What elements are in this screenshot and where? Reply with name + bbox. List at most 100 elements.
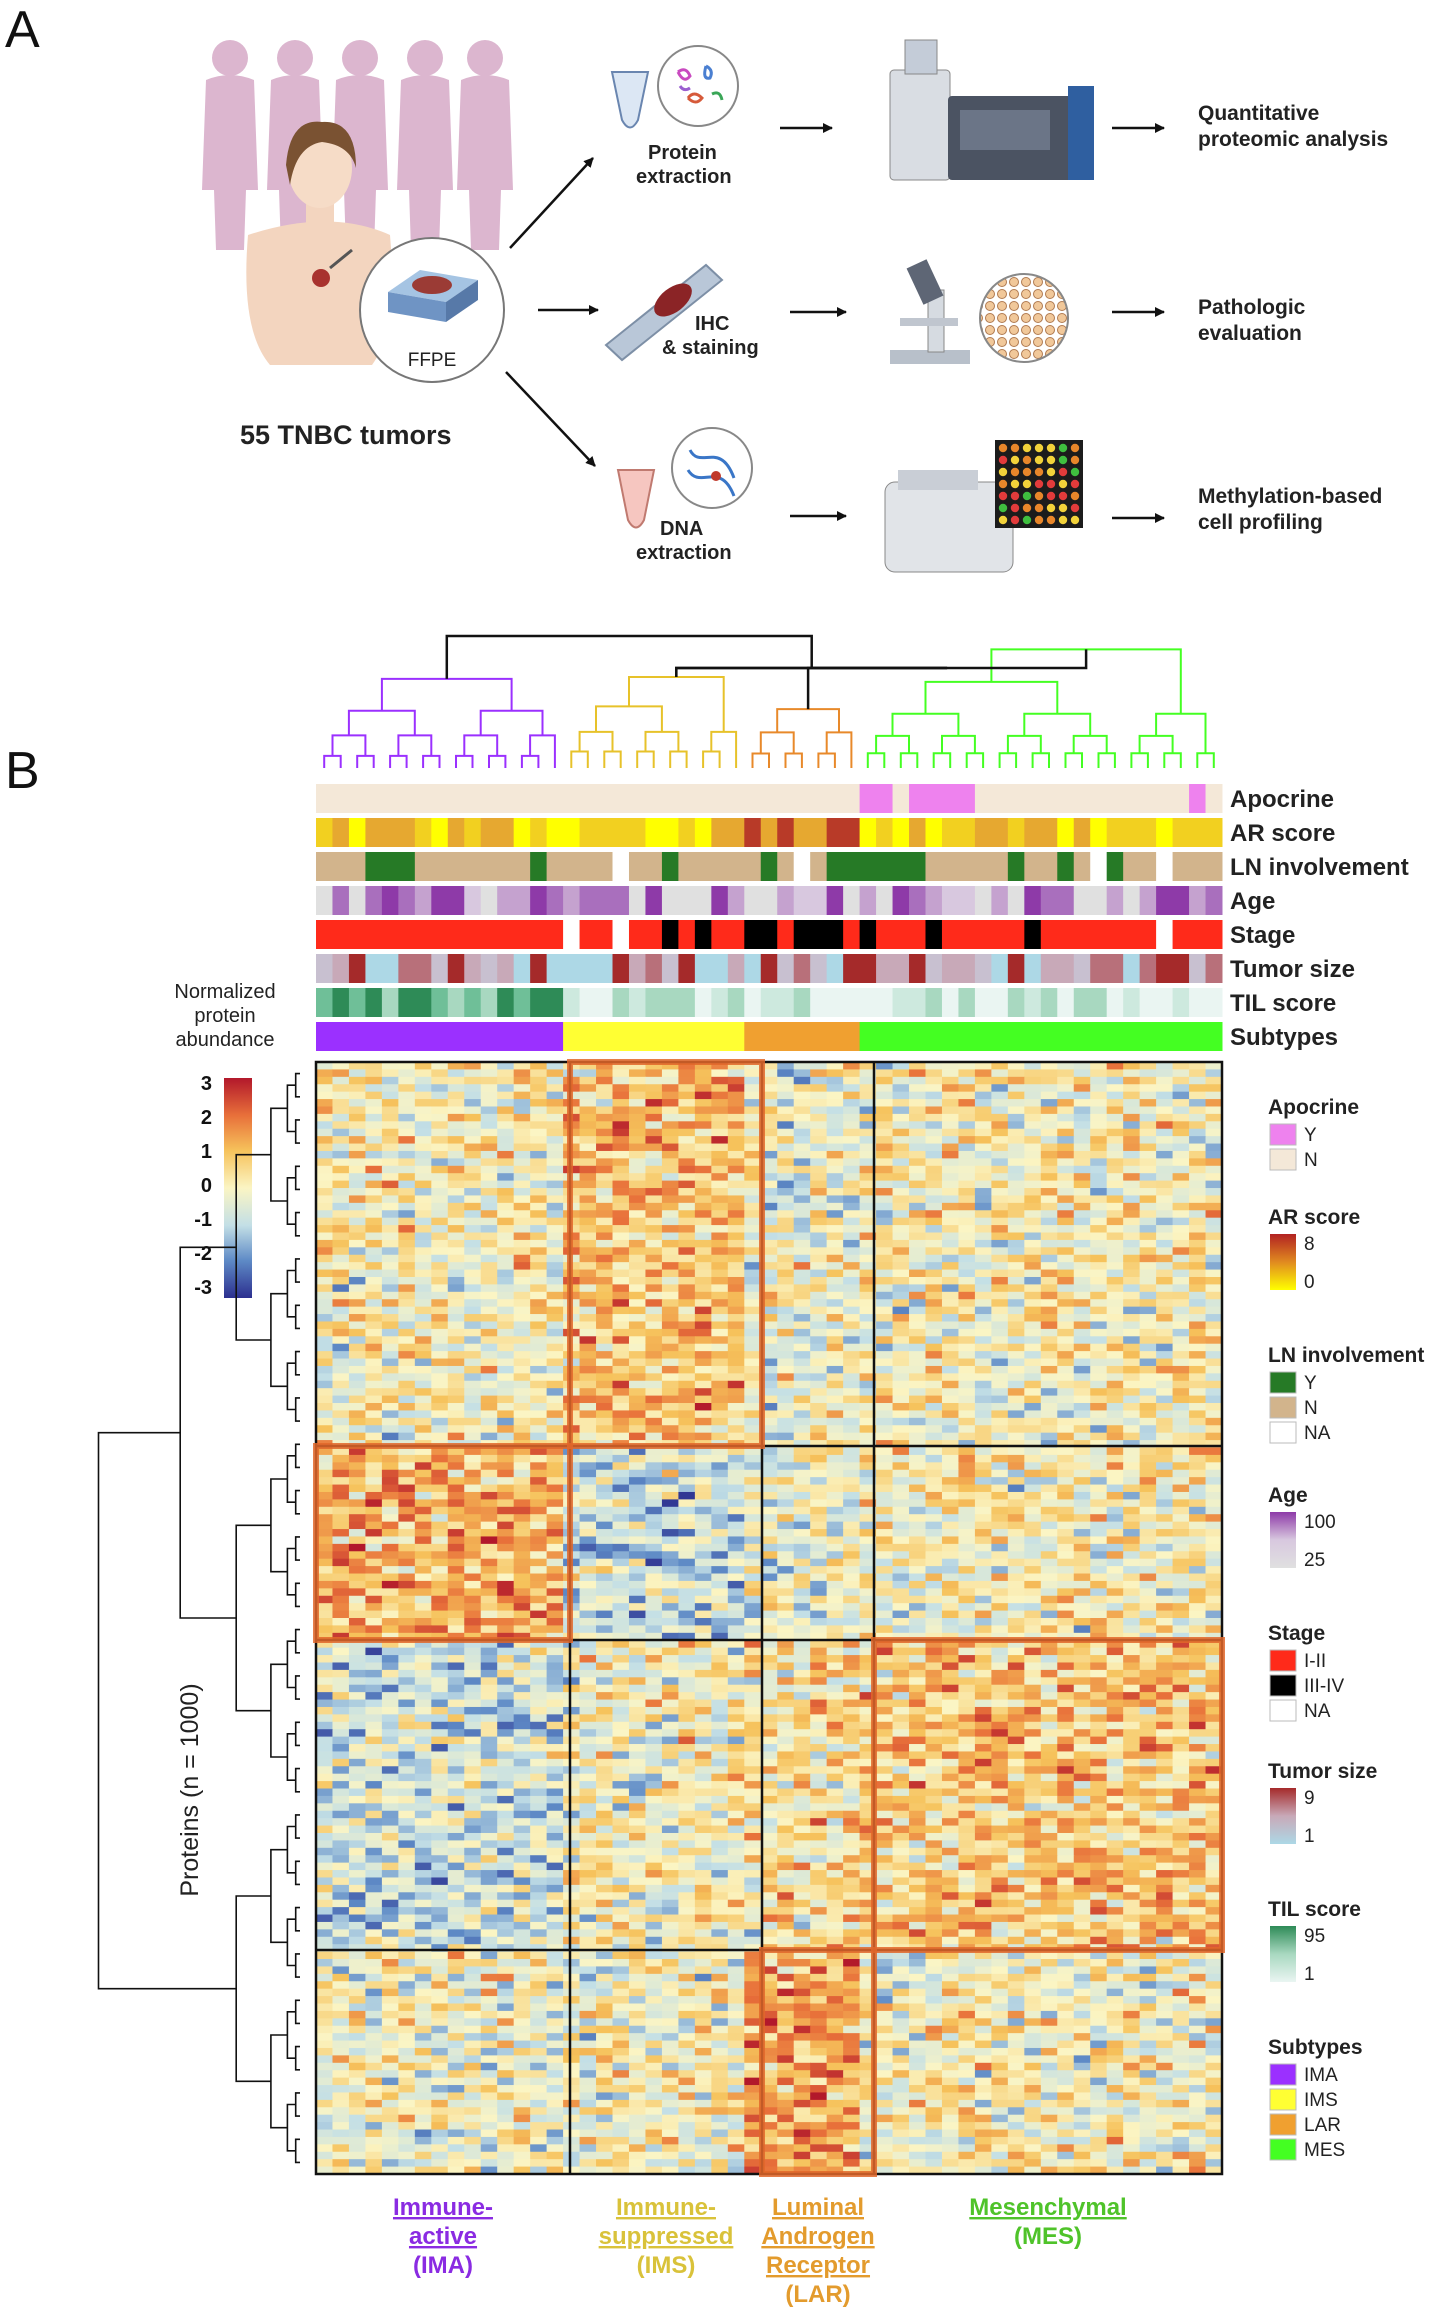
heatmap-cell [843,1395,861,1404]
heatmap-cell [1205,1254,1223,1263]
heatmap-cell [530,1188,548,1197]
heatmap-cell [909,1477,927,1486]
heatmap-cell [678,1321,696,1330]
heatmap-cell [941,1291,960,1300]
heatmap-cell [760,1632,778,1641]
array-spot [1010,515,1020,525]
heatmap-cell [909,1491,927,1500]
heatmap-cell [464,1484,482,1493]
heatmap-cell [892,1506,910,1515]
heatmap-cell [1090,1655,1108,1664]
step1-line2: extraction [636,166,732,188]
patient-illustration [246,121,392,365]
heatmap-cell [348,1299,367,1308]
heatmap-cell [760,1551,778,1560]
heatmap-cell [1156,1462,1174,1471]
heatmap-cell [1007,1195,1025,1204]
heatmap-cell [711,1380,729,1389]
heatmap-cell [694,1113,712,1122]
out1-line1: Quantitative [1198,102,1319,125]
heatmap-cell [612,1254,630,1263]
heatmap-cell [859,1091,877,1100]
heatmap-cell [711,1536,729,1545]
heatmap-cell [513,1113,531,1122]
heatmap-cell [628,1343,647,1352]
heatmap-cell [1007,1417,1025,1426]
heatmap-cell [777,1299,795,1308]
heatmap-cell [843,1417,861,1426]
heatmap-cell [892,1343,910,1352]
heatmap-cell [793,1336,811,1345]
heatmap-cell [678,1091,696,1100]
heatmap-cell [381,1462,399,1471]
heatmap-cell [727,1388,745,1397]
heatmap-cell [398,1573,416,1582]
heatmap-cell [1057,1514,1075,1523]
track-til-score-cell [316,988,333,1017]
heatmap-cell [447,1099,465,1108]
heatmap-cell [513,1625,531,1634]
heatmap-cell [530,1454,548,1463]
heatmap-cell [447,1551,465,1560]
heatmap-cell [365,1173,383,1182]
heatmap-cell [628,1276,647,1285]
heatmap-cell [596,1225,614,1234]
heatmap-cell [1189,1454,1207,1463]
heatmap-cell [711,1143,729,1152]
heatmap-cell [596,1388,614,1397]
heatmap-cell [991,1069,1009,1078]
heatmap-cell [316,1062,334,1071]
heatmap-cell [661,1076,679,1085]
heatmap-cell [1205,1158,1223,1167]
heatmap-cell [694,1551,712,1560]
heatmap-cell [826,1536,844,1545]
heatmap-cell [1172,1091,1190,1100]
heatmap-cell [381,1150,399,1159]
heatmap-cell [925,1128,943,1137]
heatmap-cell [1024,1106,1042,1115]
heatmap-cell [661,1506,679,1515]
track-ln-involvement-cell [793,852,811,881]
track-ar-score-cell [941,818,976,847]
heatmap-cell [381,1454,399,1463]
heatmap-cell [579,1143,597,1152]
heatmap-cell [546,1180,564,1189]
heatmap-cell [1139,1336,1157,1345]
track-ar-score-cell [793,818,828,847]
heatmap-cell [1139,1269,1157,1278]
heatmap-cell [1156,1091,1174,1100]
heatmap-cell [727,1425,745,1434]
heatmap-cell [1007,1351,1025,1360]
heatmap-cell [316,1121,334,1130]
heatmap-cell [1040,1388,1058,1397]
heatmap-cell [810,1351,828,1360]
heatmap-cell [365,1091,383,1100]
heatmap-cell [941,1566,960,1575]
heatmap-cell [941,1150,960,1159]
heatmap-cell [1189,1321,1207,1330]
heatmap-cell [579,1351,597,1360]
heatmap-cell [760,1588,778,1597]
heatmap-cell [1090,1276,1108,1285]
heatmap-cell [941,1099,960,1108]
heatmap-cell [1156,1469,1174,1478]
heatmap-cell [1024,1202,1042,1211]
track-ar-score-cell [876,818,894,847]
heatmap-cell [859,1306,877,1315]
heatmap-cell [694,1580,712,1589]
heatmap-cell [612,1425,630,1434]
heatmap-cell [991,1566,1009,1575]
heatmap-cell [925,1173,943,1182]
heatmap-cell [365,1365,383,1374]
heatmap-cell [332,1625,350,1634]
heatmap-cell [1172,1210,1190,1219]
column-dendrogram-branch [570,750,589,768]
heatmap-cell [579,1521,597,1530]
heatmap-cell [760,1195,778,1204]
heatmap-cell [727,1299,745,1308]
heatmap-cell [793,1128,811,1137]
heatmap-cell [974,1662,992,1671]
heatmap-cell [744,1165,762,1174]
heatmap-cell [1123,1247,1141,1256]
heatmap-cell [1057,1469,1075,1478]
